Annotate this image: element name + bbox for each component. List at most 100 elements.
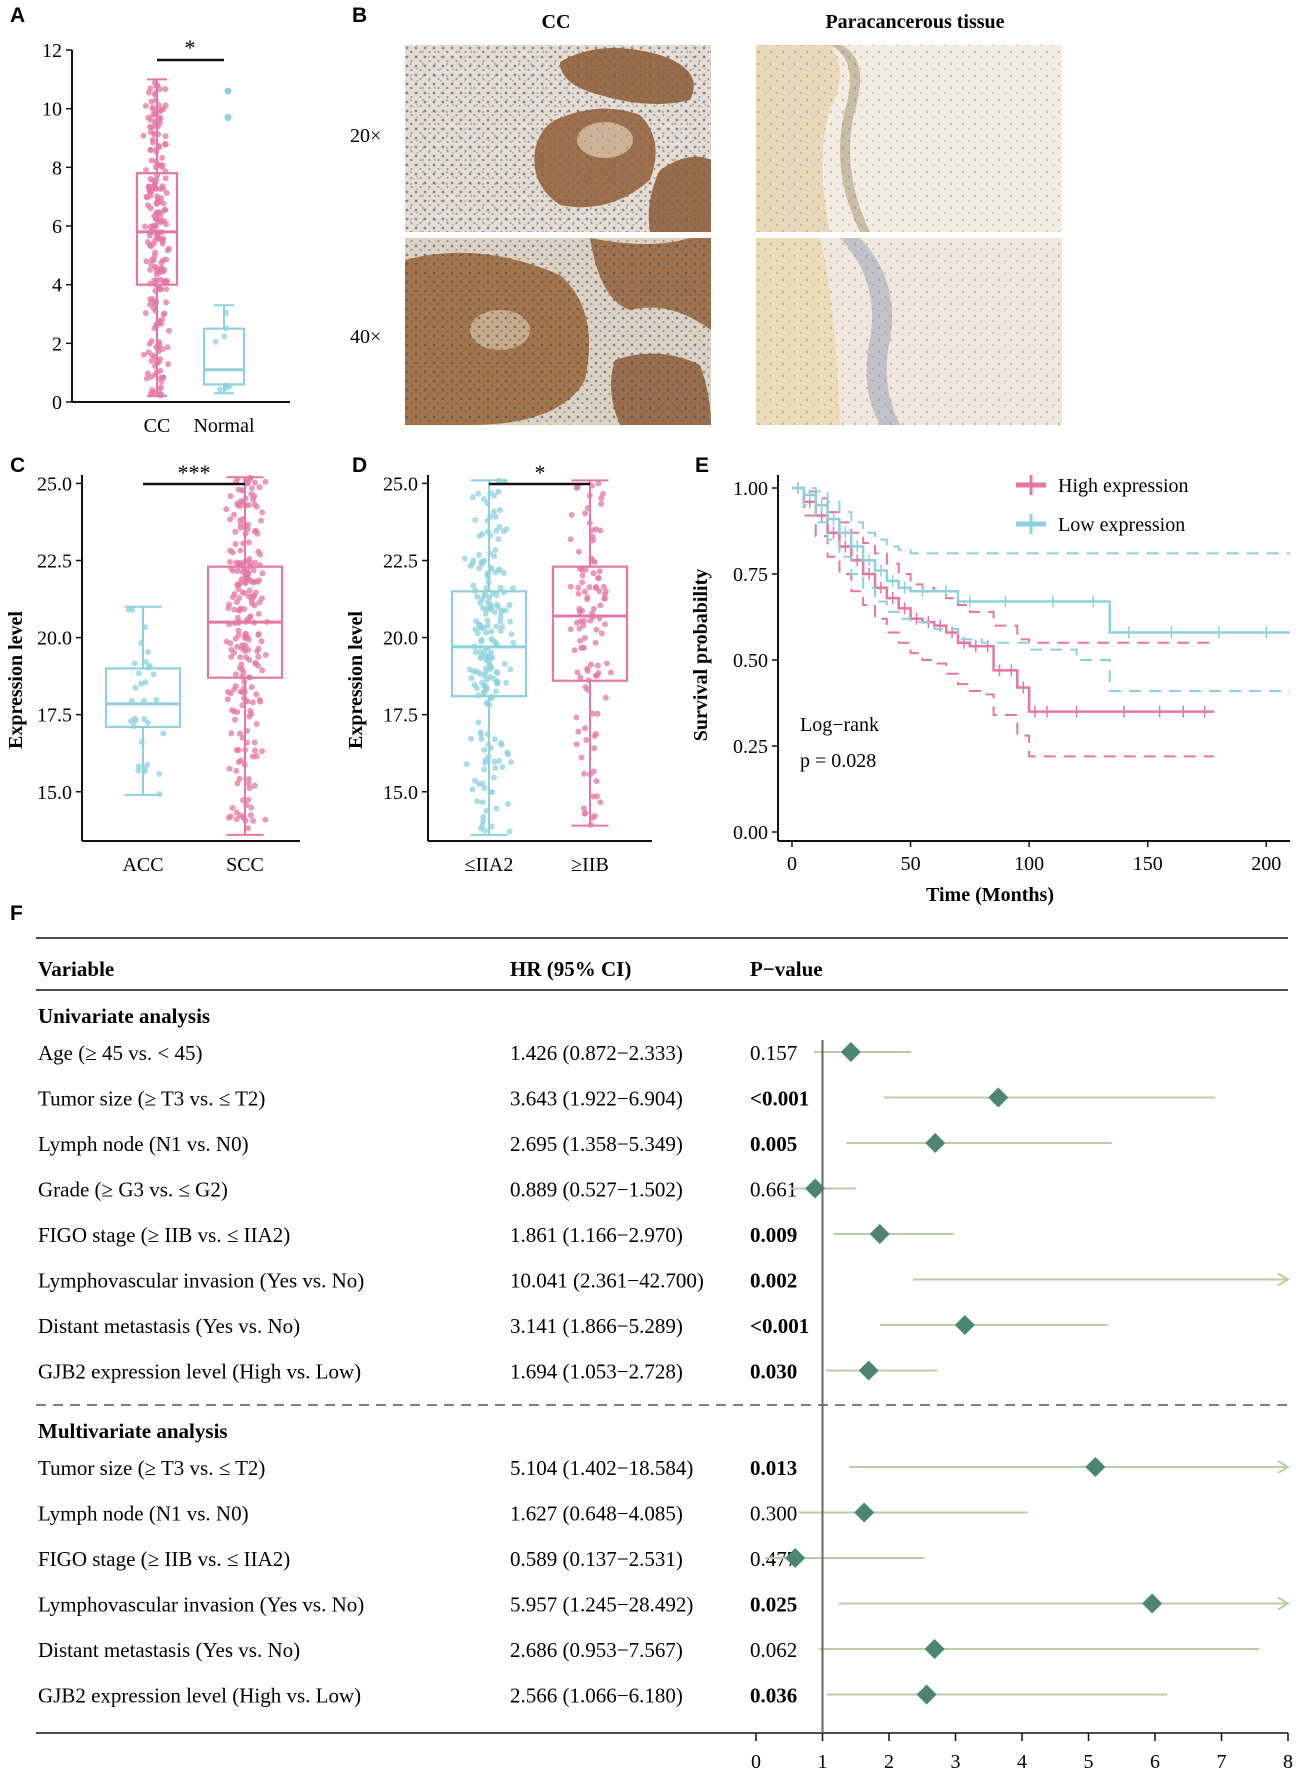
d-point [494, 669, 501, 676]
d-point [575, 584, 582, 591]
d-point [491, 758, 498, 765]
panel-label-f: F [10, 902, 23, 925]
c-point [150, 671, 157, 678]
d-point [581, 770, 588, 777]
a-point [142, 309, 149, 316]
e-ytick-label: 0.25 [733, 736, 768, 758]
d-point [475, 490, 482, 497]
e-ci-upper-high [792, 487, 1215, 644]
d-y-axis-title: Expression level [345, 611, 367, 749]
c-point [241, 606, 248, 613]
d-point [474, 798, 481, 805]
c-point [251, 747, 258, 754]
c-point [259, 748, 266, 755]
c-point [235, 632, 242, 639]
a-point [159, 154, 166, 161]
d-point [478, 560, 485, 567]
d-point [483, 585, 490, 592]
d-point [496, 507, 503, 514]
c-point [125, 606, 132, 613]
f-xtick-label: 4 [1017, 1751, 1027, 1773]
f-xtick-label: 7 [1217, 1751, 1227, 1773]
f-hr-marker [1085, 1457, 1106, 1477]
d-point [582, 810, 589, 817]
c-point [231, 511, 238, 518]
c-point [264, 618, 271, 625]
e-xtick-label: 0 [787, 853, 797, 875]
a-point [152, 222, 159, 229]
c-y-ticks: 15.0 17.5 20.0 22.5 25.0 [37, 473, 82, 804]
d-point [587, 821, 594, 828]
a-point [149, 136, 156, 143]
d-ytick-label: 15.0 [383, 782, 418, 804]
a-point [155, 344, 162, 351]
f-row-p: 0.030 [750, 1360, 797, 1384]
c-point [236, 607, 243, 614]
f-row-hr: 2.686 (0.953−7.567) [510, 1638, 683, 1662]
c-point [250, 592, 257, 599]
c-point [237, 654, 244, 661]
e-ci-lower-low [792, 487, 1290, 692]
d-point [481, 496, 488, 503]
f-row-p: 0.062 [750, 1638, 797, 1662]
f-xtick-label: 1 [818, 1751, 828, 1773]
d-point [476, 565, 483, 572]
d-point [581, 588, 588, 595]
c-point [251, 602, 258, 609]
d-point [593, 778, 600, 785]
a-point [147, 280, 154, 287]
d-point [475, 692, 482, 699]
f-row-hr: 3.643 (1.922−6.904) [510, 1087, 683, 1111]
d-point [497, 584, 504, 591]
f-row-hr: 5.104 (1.402−18.584) [510, 1456, 693, 1480]
c-point [135, 767, 142, 774]
c-point [237, 524, 244, 531]
f-row-p: 0.013 [750, 1456, 797, 1480]
e-x-axis-title: Time (Months) [926, 884, 1054, 906]
d-ytick-label: 20.0 [383, 628, 418, 650]
a-point [158, 259, 165, 266]
c-xtick-scc: SCC [226, 854, 264, 876]
a-point [149, 124, 156, 131]
a-point [151, 79, 158, 86]
d-point [483, 684, 490, 691]
c-point [232, 671, 239, 678]
d-point [476, 670, 483, 677]
d-boxes [450, 477, 629, 836]
b-row-label-40x: 40× [350, 326, 381, 348]
f-row-hr: 0.589 (0.137−2.531) [510, 1547, 683, 1571]
d-point [574, 669, 581, 676]
d-point [461, 555, 468, 562]
d-point [487, 789, 494, 796]
d-point [472, 587, 479, 594]
d-point [486, 701, 493, 708]
a-point [152, 97, 159, 104]
c-point [255, 662, 262, 669]
a-significance-mark: * [185, 35, 196, 60]
d-point [493, 623, 500, 630]
d-point [499, 764, 506, 771]
f-hr-marker [805, 1178, 826, 1199]
c-point [240, 815, 247, 822]
d-ytick-label: 25.0 [383, 473, 418, 495]
c-point [241, 566, 248, 573]
c-point [237, 688, 244, 695]
d-point [573, 741, 580, 748]
d-point [474, 630, 481, 637]
f-hr-marker [869, 1224, 890, 1244]
d-box [450, 590, 528, 698]
d-point [490, 774, 497, 781]
d-point [584, 686, 591, 693]
f-hr-marker [854, 1502, 875, 1523]
d-point [472, 516, 479, 523]
d-point [589, 710, 596, 717]
d-point [509, 585, 516, 592]
a-point [165, 327, 172, 334]
d-point [568, 511, 575, 518]
d-point [587, 771, 594, 778]
a-point [163, 256, 170, 263]
d-point [481, 649, 488, 656]
d-point [567, 626, 574, 633]
a-point [156, 143, 163, 150]
d-point [498, 609, 505, 616]
